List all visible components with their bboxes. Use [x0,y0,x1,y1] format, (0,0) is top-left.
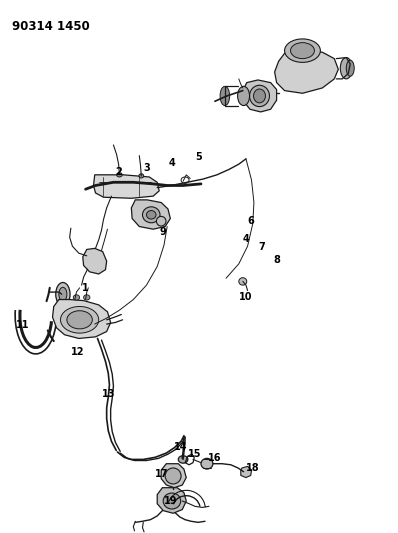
Text: 4: 4 [243,234,249,244]
Text: 1: 1 [82,283,89,293]
Polygon shape [157,488,186,513]
Ellipse shape [60,306,99,333]
Polygon shape [275,51,338,93]
Text: 17: 17 [154,470,168,479]
Polygon shape [53,300,111,338]
Ellipse shape [346,60,354,76]
Ellipse shape [250,85,269,107]
Ellipse shape [239,278,247,285]
Polygon shape [131,200,170,229]
Polygon shape [161,464,186,488]
Text: 15: 15 [187,449,201,459]
Text: 11: 11 [16,320,30,330]
Ellipse shape [340,58,352,79]
Text: 7: 7 [259,242,265,252]
Text: 8: 8 [273,255,280,265]
Ellipse shape [84,295,90,300]
Ellipse shape [220,86,230,106]
Ellipse shape [178,456,188,463]
Text: 5: 5 [195,152,201,162]
Polygon shape [243,80,277,112]
Text: 9: 9 [159,227,166,237]
Polygon shape [241,466,252,478]
Ellipse shape [201,458,213,469]
Text: 16: 16 [208,454,222,463]
Text: 12: 12 [71,347,84,357]
Text: 10: 10 [239,293,253,302]
Ellipse shape [285,39,320,62]
Text: 4: 4 [169,158,175,167]
Text: 2: 2 [115,167,122,176]
Ellipse shape [254,89,265,103]
Ellipse shape [156,216,166,226]
Text: 13: 13 [101,390,115,399]
Text: 18: 18 [246,463,259,473]
Text: 3: 3 [143,163,150,173]
Ellipse shape [146,211,156,219]
Text: 14: 14 [174,442,188,451]
Ellipse shape [117,173,122,177]
Ellipse shape [73,295,80,300]
Ellipse shape [142,207,160,223]
Ellipse shape [59,287,67,301]
Text: 90314 1450: 90314 1450 [12,20,90,33]
Ellipse shape [139,174,144,178]
Polygon shape [94,175,159,198]
Ellipse shape [67,311,92,329]
Text: 19: 19 [164,496,178,506]
Ellipse shape [291,43,314,59]
Ellipse shape [56,282,70,306]
Polygon shape [83,248,107,274]
Text: 6: 6 [248,216,254,226]
Ellipse shape [165,468,181,484]
Ellipse shape [238,86,250,106]
Ellipse shape [163,493,181,509]
